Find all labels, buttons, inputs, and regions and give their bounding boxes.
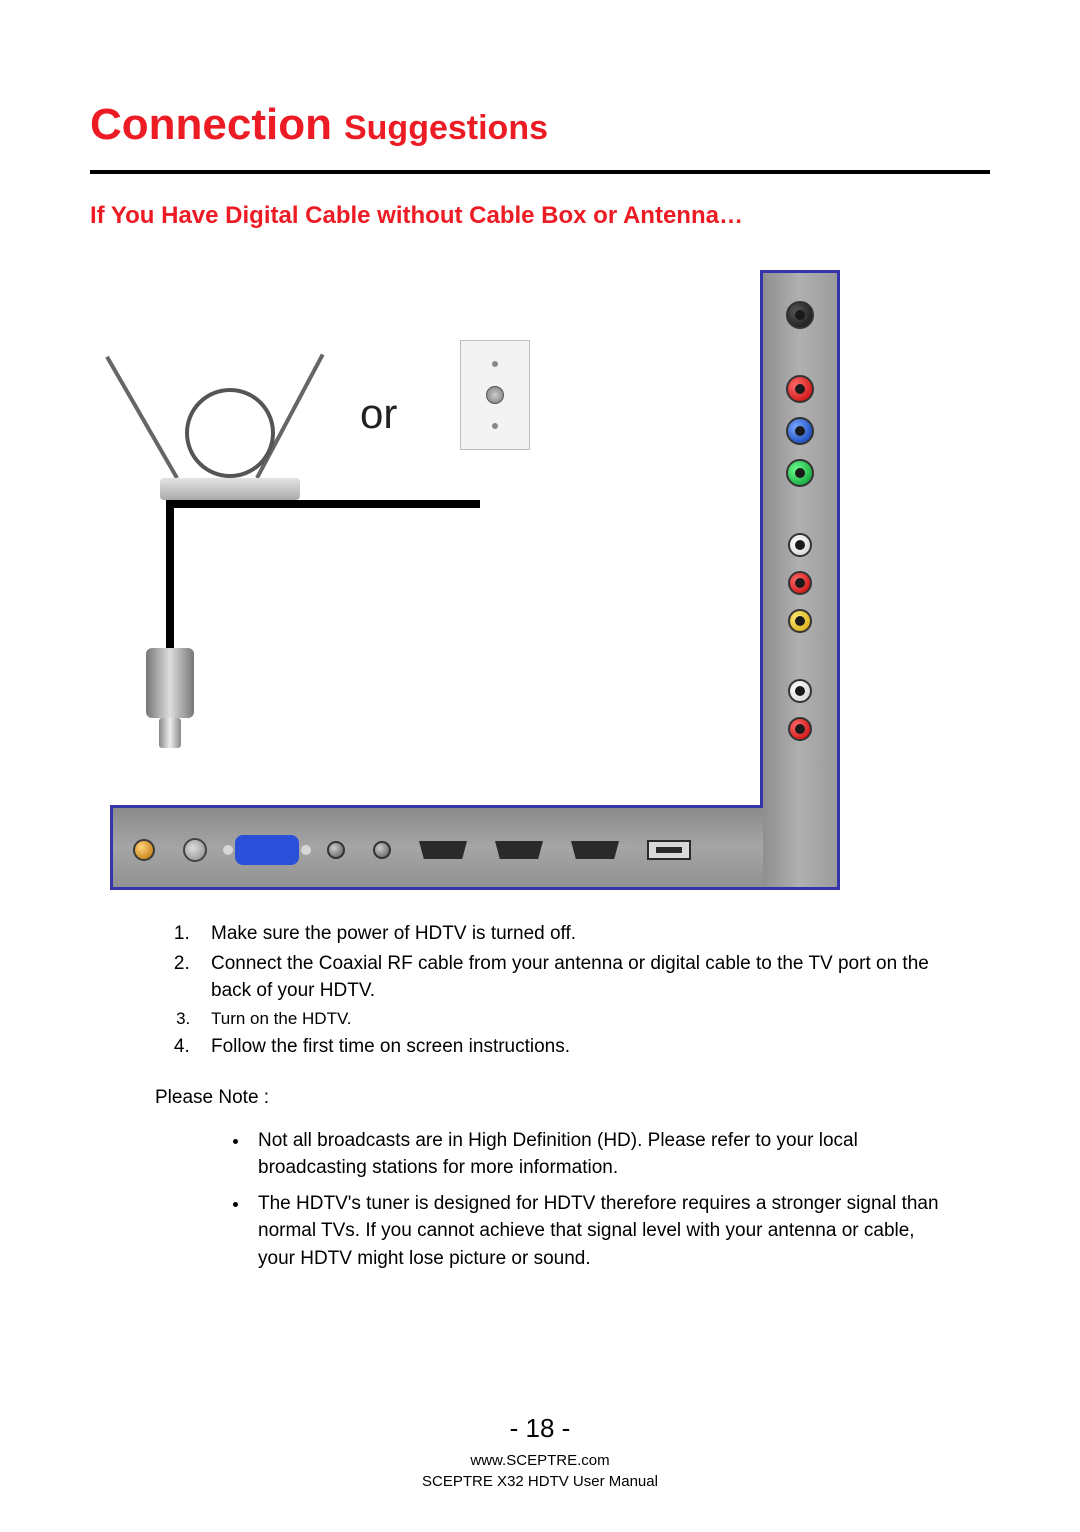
jack-white [788, 533, 812, 557]
instructions: Make sure the power of HDTV is turned of… [165, 920, 950, 1273]
page-title-row: Connection Suggestions [90, 100, 990, 150]
note-2: The HDTV's tuner is designed for HDTV th… [250, 1190, 950, 1273]
jack-yellow [788, 609, 812, 633]
bottom-ports [133, 835, 691, 865]
hdmi1-port [419, 841, 467, 859]
pc-audio-port [327, 841, 345, 859]
spdif-port [373, 841, 391, 859]
title-divider [90, 170, 990, 174]
footer-manual: SCEPTRE X32 HDTV User Manual [0, 1471, 1080, 1492]
step-2: Connect the Coaxial RF cable from your a… [195, 950, 950, 1005]
title-suggestions: Suggestions [344, 109, 548, 148]
wall-outlet-icon [460, 340, 530, 450]
step-1: Make sure the power of HDTV is turned of… [195, 920, 950, 948]
usb-port [647, 840, 691, 860]
section-subhead: If You Have Digital Cable without Cable … [90, 202, 990, 230]
jack-red3 [788, 717, 812, 741]
jack-white2 [788, 679, 812, 703]
side-jacks [786, 301, 814, 741]
antenna-icon [130, 330, 330, 500]
step-list: Make sure the power of HDTV is turned of… [195, 920, 950, 1061]
jack-red [786, 375, 814, 403]
connection-diagram: or [110, 270, 840, 890]
hdmi2-port [495, 841, 543, 859]
page-number: - 18 - [0, 1413, 1080, 1444]
jack-red2 [788, 571, 812, 595]
or-label: or [360, 390, 397, 438]
coax-port [183, 838, 207, 862]
please-note-label: Please Note : [155, 1087, 950, 1109]
hdmi3-port [571, 841, 619, 859]
tv-side-panel [760, 270, 840, 890]
cable-horizontal [170, 500, 480, 508]
jack-black [786, 301, 814, 329]
notes-list: Not all broadcasts are in High Definitio… [250, 1127, 950, 1273]
jack-green [786, 459, 814, 487]
step-4: Follow the first time on screen instruct… [195, 1033, 950, 1061]
note-1: Not all broadcasts are in High Definitio… [250, 1127, 950, 1182]
page-footer: - 18 - www.SCEPTRE.com SCEPTRE X32 HDTV … [0, 1413, 1080, 1492]
tv-bottom-panel [110, 805, 763, 890]
step-3: Turn on the HDTV. [195, 1007, 950, 1032]
jack-blue [786, 417, 814, 445]
footer-url: www.SCEPTRE.com [0, 1450, 1080, 1471]
coax-plug-icon [146, 648, 194, 748]
vga-port [235, 835, 299, 865]
cable-vertical [166, 500, 174, 650]
audio-out-port [133, 839, 155, 861]
title-connection: Connection [90, 100, 332, 150]
